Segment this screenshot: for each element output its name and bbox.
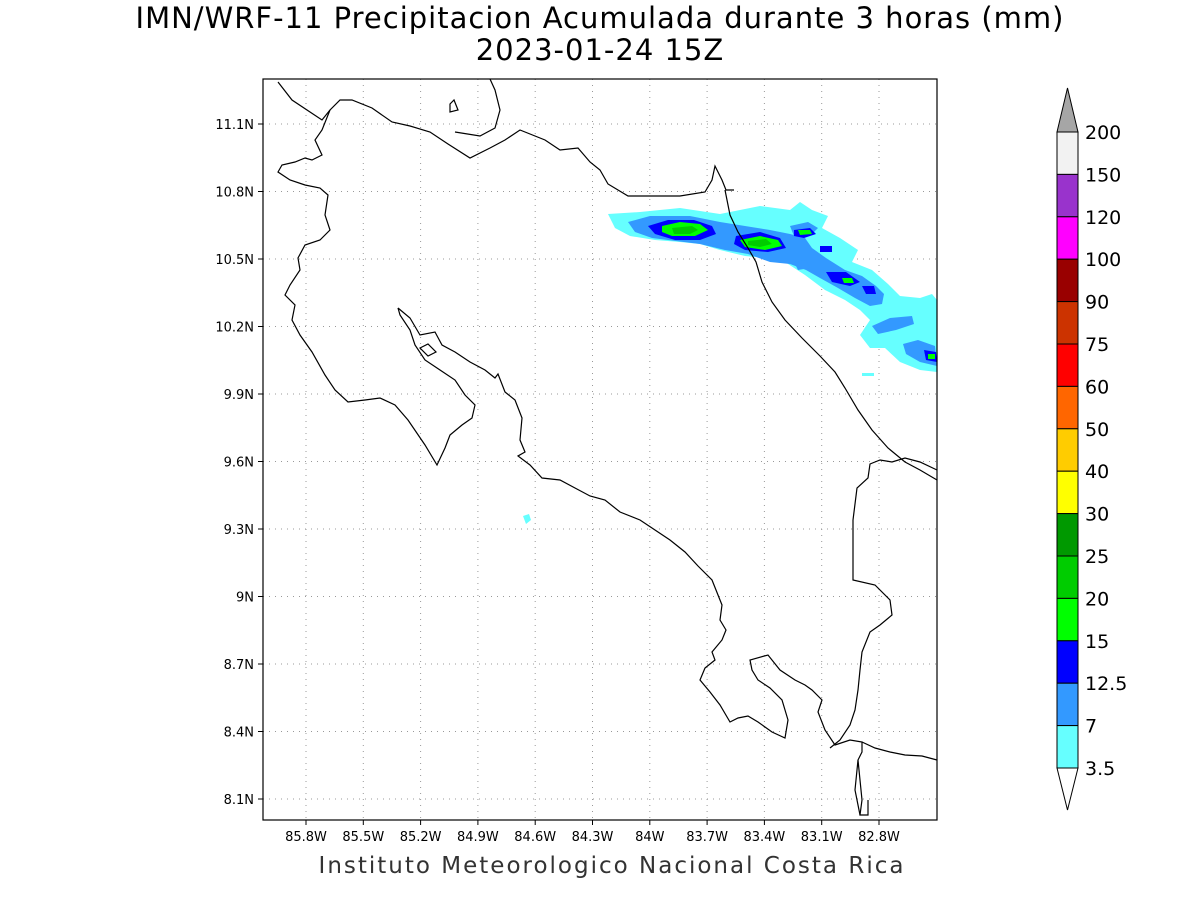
lake-island [449, 98, 459, 113]
lon-tick-label: 83.4W [743, 830, 785, 845]
lat-tick-label: 8.4N [224, 726, 254, 741]
lat-tick-label: 11.1N [215, 118, 254, 133]
costa-rica-border-north [724, 189, 938, 481]
title-line-1: IMN/WRF-11 Precipitacion Acumulada duran… [135, 1, 1065, 35]
colorbar-label: 50 [1085, 419, 1109, 441]
lon-tick-label: 83.1W [801, 830, 843, 845]
colorbar-label: 7 [1085, 716, 1097, 738]
colorbar-label: 15 [1085, 631, 1109, 653]
coastlines [277, 78, 938, 816]
lat-tick-label: 8.7N [224, 658, 254, 673]
lon-tick-label: 83.7W [686, 830, 728, 845]
panama-coast-south [861, 741, 938, 761]
colorbar: 200 150 120 100 90 75 60 50 40 30 25 20 15 12.5 7 3.5 [1056, 87, 1127, 811]
lat-tick-label: 9.3N [224, 523, 254, 538]
latitude-axis: 11.1N 10.8N 10.5N 10.2N 9.9N 9.6N 9.3N 9N 8.7N 8.… [215, 118, 263, 808]
colorbar-label: 40 [1085, 461, 1109, 483]
lat-tick-label: 8.1N [224, 793, 254, 808]
colorbar-swatch [1056, 555, 1079, 599]
colorbar-swatch [1056, 470, 1079, 515]
colorbar-label: 30 [1085, 504, 1109, 526]
lon-tick-label: 82.8W [858, 830, 900, 845]
colorbar-label: 60 [1085, 376, 1109, 398]
precip-area-3-5 [862, 373, 874, 376]
colorbar-swatch [1056, 428, 1079, 472]
precip-area-7 [794, 260, 810, 270]
colorbar-swatch [1056, 385, 1079, 430]
nicoya-gulf-coast [397, 307, 863, 816]
colorbar-label: 20 [1085, 588, 1109, 610]
nicaragua-lake-shore [277, 81, 734, 197]
colorbar-swatch [1056, 343, 1079, 387]
lon-tick-label: 85.5W [342, 830, 384, 845]
lat-tick-label: 10.2N [215, 321, 254, 336]
colorbar-label: 12.5 [1085, 673, 1127, 695]
panama-border [829, 457, 938, 749]
lake-shore-east [454, 78, 501, 137]
lat-tick-label: 9.6N [224, 456, 254, 471]
nicoya-gulf-island [418, 343, 438, 357]
colorbar-swatch [1056, 682, 1079, 727]
map-title: IMN/WRF-11 Precipitacion Acumulada duran… [0, 2, 1200, 66]
lon-tick-label: 84W [635, 830, 665, 845]
colorbar-label: 120 [1085, 207, 1121, 229]
longitude-axis: 85.8W 85.5W 85.2W 84.9W 84.6W 84.3W 84W 83.7W 83… [285, 820, 900, 845]
colorbar-label: 150 [1085, 164, 1121, 186]
lon-tick-label: 84.9W [457, 830, 499, 845]
lon-tick-label: 85.2W [400, 830, 442, 845]
colorbar-label: 75 [1085, 334, 1109, 356]
colorbar-label: 200 [1085, 122, 1121, 144]
precip-area-15 [798, 230, 812, 235]
lon-tick-label: 84.6W [514, 830, 556, 845]
grid-lines [263, 79, 937, 820]
map-background [263, 79, 937, 820]
lat-tick-label: 10.8N [215, 186, 254, 201]
lon-tick-label: 84.3W [572, 830, 614, 845]
lat-tick-label: 9N [236, 591, 254, 606]
precip-area-3-5 [523, 514, 531, 524]
colorbar-under-triangle [1056, 767, 1079, 811]
map-frame [262, 78, 938, 821]
colorbar-label: 100 [1085, 249, 1121, 271]
footer-credit: Instituto Meteorologico Nacional Costa R… [318, 853, 906, 879]
precip-area-7 [872, 316, 914, 334]
pacific-coast-guanacaste [277, 109, 476, 467]
colorbar-swatch [1056, 597, 1079, 642]
colorbar-swatch [1056, 216, 1079, 260]
peninsula-tip [857, 759, 869, 816]
colorbar-label: 3.5 [1085, 758, 1115, 780]
lat-tick-label: 10.5N [215, 253, 254, 268]
colorbar-swatch [1056, 640, 1079, 684]
colorbar-swatch [1056, 173, 1079, 218]
precip-area-12-5 [862, 286, 876, 294]
lat-tick-label: 9.9N [224, 388, 254, 403]
colorbar-swatch [1056, 725, 1079, 769]
title-line-2: 2023-01-24 15Z [475, 33, 725, 67]
precip-area-20 [748, 239, 772, 247]
precip-area-15 [842, 278, 854, 283]
colorbar-label: 25 [1085, 546, 1109, 568]
colorbar-label: 90 [1085, 292, 1109, 314]
precip-area-20 [672, 226, 698, 234]
precip-area-15 [928, 354, 935, 359]
colorbar-swatch [1056, 258, 1079, 303]
lon-tick-label: 85.8W [285, 830, 327, 845]
colorbar-swatch [1056, 131, 1079, 175]
colorbar-over-triangle [1056, 87, 1079, 133]
colorbar-swatch [1056, 513, 1079, 557]
precip-area-12-5 [820, 246, 832, 252]
colorbar-swatch [1056, 301, 1079, 345]
